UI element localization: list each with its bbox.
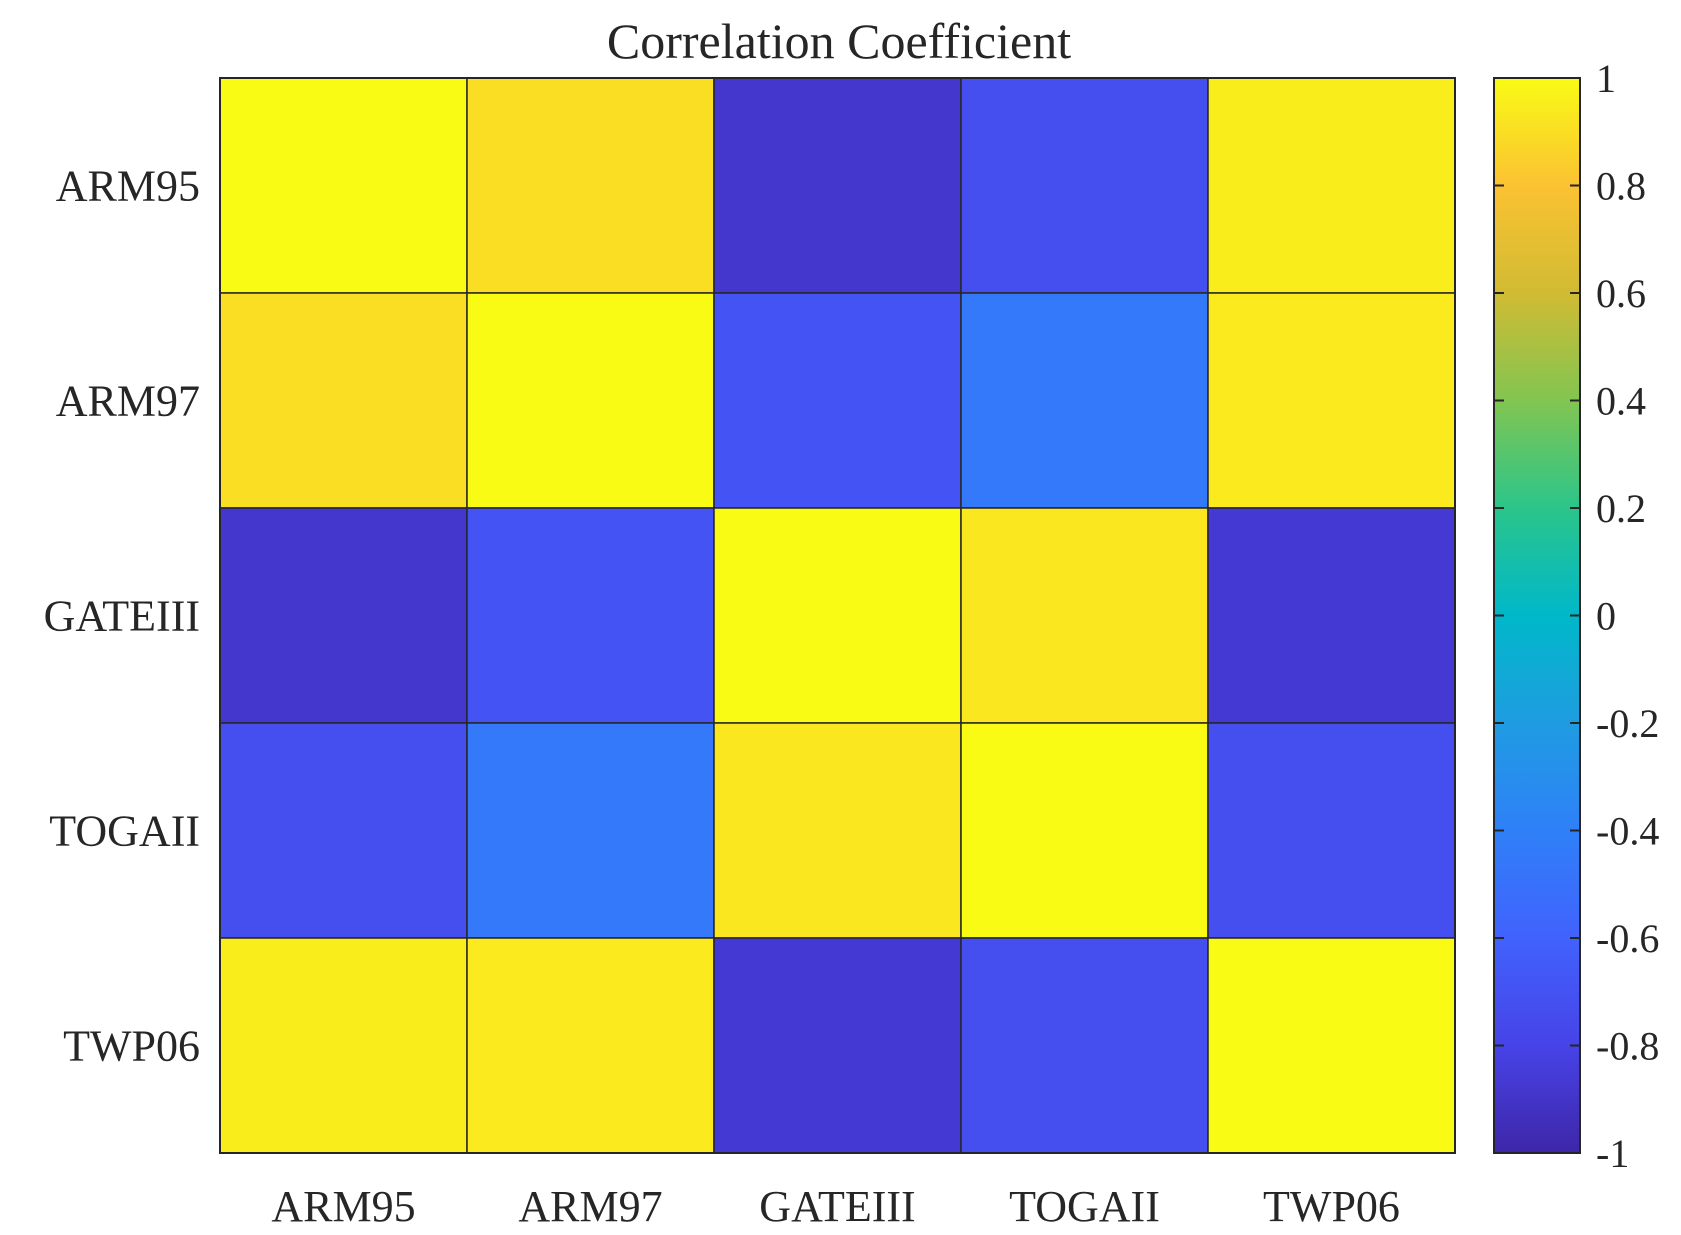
colorbar-tick-label: -0.8 <box>1596 1024 1659 1069</box>
heatmap-cell <box>1207 937 1456 1154</box>
heatmap-cell <box>1207 722 1456 939</box>
x-tick-labels: ARM95 ARM97 GATEIII TOGAII TWP06 <box>271 1182 1400 1231</box>
colorbar-tick-label: 0.2 <box>1596 486 1646 531</box>
heatmap-cell <box>960 77 1209 294</box>
y-tick-label: ARM97 <box>56 377 200 426</box>
x-tick-label: TWP06 <box>1263 1182 1400 1231</box>
heatmap-cell <box>466 722 715 939</box>
chart-title: Correlation Coefficient <box>607 13 1071 69</box>
colorbar <box>1493 77 1581 1154</box>
heatmap-cell <box>466 937 715 1154</box>
heatmap-cell <box>713 292 962 509</box>
heatmap-cell <box>960 937 1209 1154</box>
heatmap-cell <box>466 292 715 509</box>
heatmap-cell <box>1207 507 1456 724</box>
heatmap-cell <box>713 937 962 1154</box>
heatmap-cell <box>960 722 1209 939</box>
x-tick-label: GATEIII <box>759 1182 915 1231</box>
colorbar-ticks: 1 0.8 0.6 0.4 0.2 0 -0.2 -0.4 -0.6 -0.8 -1 <box>1494 56 1659 1176</box>
heatmap-cell <box>219 77 468 294</box>
x-tick-label: ARM97 <box>518 1182 662 1231</box>
colorbar-tick-label: 1 <box>1596 56 1616 101</box>
heatmap-cell <box>219 722 468 939</box>
plot-frame <box>219 77 1456 1154</box>
x-tick-label: ARM95 <box>271 1182 415 1231</box>
colorbar-tick-label: 0.6 <box>1596 271 1646 316</box>
y-tick-label: ARM95 <box>56 162 200 211</box>
y-tick-label: GATEIII <box>44 592 200 641</box>
heatmap-cell <box>1207 292 1456 509</box>
heatmap-cell <box>219 292 468 509</box>
heatmap-cell <box>219 507 468 724</box>
heatmap-cells <box>219 77 1456 1154</box>
y-tick-label: TOGAII <box>49 807 200 856</box>
colorbar-tick-label: -1 <box>1596 1131 1629 1176</box>
colorbar-tick-label: 0.8 <box>1596 164 1646 209</box>
colorbar-tick-label: 0.4 <box>1596 379 1646 424</box>
heatmap-cell <box>713 722 962 939</box>
colorbar-tick-label: -0.4 <box>1596 809 1659 854</box>
heatmap-cell <box>960 507 1209 724</box>
y-tick-label: TWP06 <box>63 1022 200 1071</box>
heatmap-cell <box>466 77 715 294</box>
heatmap-cell <box>960 292 1209 509</box>
heatmap-cell <box>713 77 962 294</box>
heatmap-cell <box>1207 77 1456 294</box>
colorbar-tick-label: 0 <box>1596 594 1616 639</box>
heatmap-cell <box>219 937 468 1154</box>
heatmap-cell <box>713 507 962 724</box>
y-tick-labels: ARM95 ARM97 GATEIII TOGAII TWP06 <box>44 162 200 1071</box>
colorbar-tick-label: -0.6 <box>1596 916 1659 961</box>
colorbar-tick-label: -0.2 <box>1596 701 1659 746</box>
x-tick-label: TOGAII <box>1009 1182 1160 1231</box>
heatmap-cell <box>466 507 715 724</box>
